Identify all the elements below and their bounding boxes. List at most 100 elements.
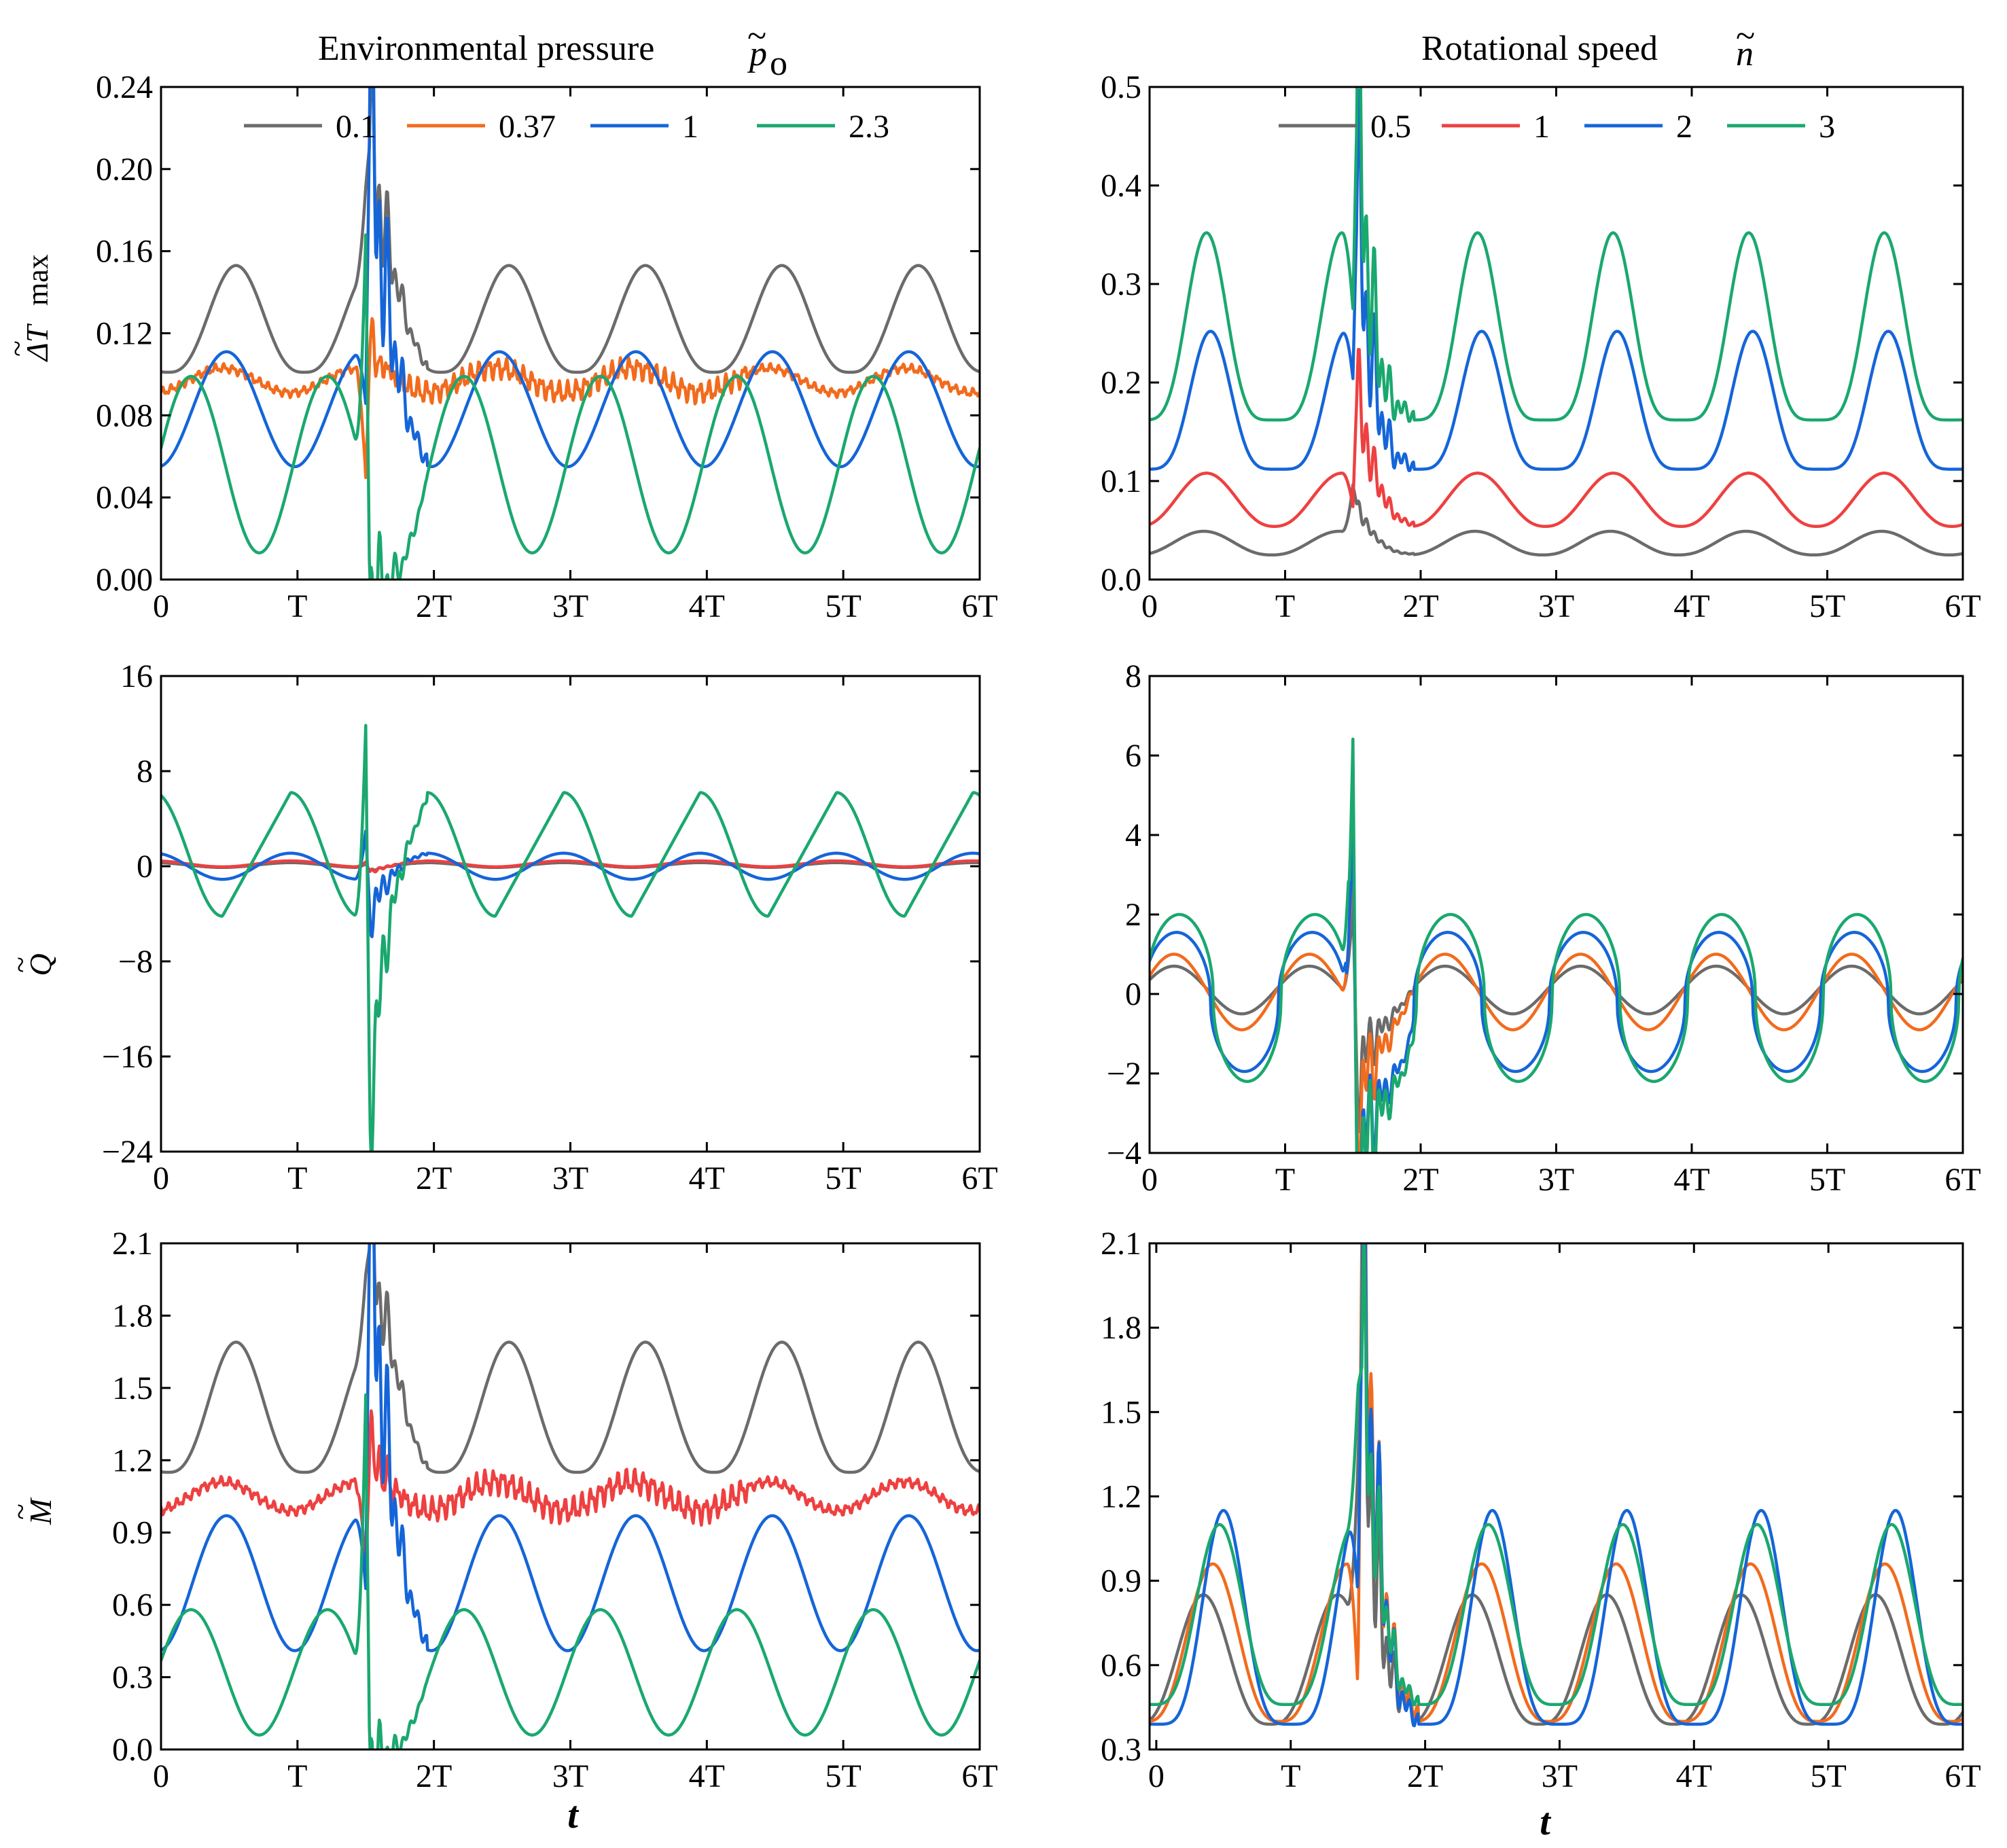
- x-tick-label: 6T: [961, 1758, 997, 1794]
- y-tick-label: 6: [1125, 738, 1141, 774]
- y-tick-label: 0.3: [1101, 1732, 1141, 1768]
- right-column-title-tilde: ~: [1736, 17, 1755, 56]
- plot-frame: [160, 675, 981, 1153]
- x-tick-label: 0: [1148, 1758, 1165, 1794]
- panel-pressure-m: 0 T 2T 3T 4T 5T 6T 0.0 0.3 0.6 0.9 1.2 1.5 1.8 2.1: [112, 1226, 998, 1794]
- series-group: [161, 87, 980, 580]
- series-line-2-3: [161, 233, 980, 580]
- ylabel-q-main: Q: [23, 953, 58, 976]
- series-line-1: [1150, 348, 1963, 528]
- y-tick-label: 0.0: [1101, 562, 1141, 598]
- series-line-0-1: [161, 861, 980, 872]
- legend-label: 1: [1533, 109, 1550, 145]
- y-tick-label: 0.24: [96, 69, 153, 105]
- panel-speed-q: 0 T 2T 3T 4T 5T 6T −4 −2 0 2 4 6 8: [1107, 658, 1981, 1198]
- y-tick-label: 1.2: [1101, 1479, 1141, 1515]
- series-line-3: [1150, 1243, 1963, 1707]
- left-column-title-text: Environmental pressure: [318, 29, 654, 68]
- y-tick-label: 2: [1125, 897, 1141, 933]
- x-tick-label: 3T: [1538, 1162, 1574, 1198]
- series-line-1: [161, 87, 980, 469]
- x-tick-label: 5T: [825, 588, 862, 624]
- ylabel-q-tilde: ~: [4, 957, 37, 973]
- legend-label: 0.37: [499, 109, 556, 145]
- y-tick-label: 0: [137, 849, 153, 885]
- ylabel-delta-t-tilde: ~: [1, 340, 34, 357]
- x-tick-label: 0: [153, 1160, 169, 1196]
- series-line-0-1: [161, 87, 980, 374]
- series-line-0-5: [1150, 483, 1963, 557]
- ylabel-delta-t: ΔT max ~: [1, 254, 54, 362]
- ylabel-m-main: M: [23, 1497, 58, 1525]
- x-tick-label: 2T: [1407, 1758, 1443, 1794]
- y-tick-label: 0.9: [112, 1515, 153, 1551]
- series-line-1: [161, 830, 980, 938]
- left-column-title-subscript: o: [770, 44, 787, 83]
- x-tick-label: 2T: [416, 1160, 452, 1196]
- x-tick-label: T: [287, 1160, 307, 1196]
- x-tick-label: 6T: [961, 588, 997, 624]
- y-tick-label: 16: [120, 658, 153, 694]
- series-line-0-1: [161, 1243, 980, 1474]
- x-tick-label: 0: [153, 1758, 169, 1794]
- y-tick-label: 0.2: [1101, 365, 1141, 401]
- right-column-title-text: Rotational speed: [1421, 29, 1658, 68]
- y-tick-label: 1.2: [112, 1442, 153, 1478]
- x-tick-label: 4T: [689, 1160, 725, 1196]
- x-tick-label: 6T: [1944, 588, 1981, 624]
- x-tick-label: T: [287, 588, 307, 624]
- series-group: [161, 724, 980, 1152]
- y-tick-label: −4: [1107, 1135, 1141, 1171]
- x-tick-label: 2T: [416, 588, 452, 624]
- y-tick-label: 1.5: [112, 1370, 153, 1406]
- panel-pressure-q: 0 T 2T 3T 4T 5T 6T −24 −16 −8 0 8 16: [102, 658, 998, 1196]
- ylabel-q: Q ~: [4, 953, 58, 976]
- y-tick-label: 0.0: [112, 1732, 153, 1768]
- y-tick-label: 4: [1125, 817, 1141, 853]
- y-tick-label: 0.00: [96, 562, 153, 598]
- legend-label: 0.1: [336, 109, 376, 145]
- x-tick-label: 3T: [552, 1160, 588, 1196]
- x-tick-label: 3T: [552, 588, 588, 624]
- series-group: [1150, 737, 1963, 1153]
- y-tick-label: 1.8: [1101, 1310, 1141, 1346]
- y-tick-label: 0.1: [1101, 463, 1141, 499]
- plot-frame: [1148, 675, 1964, 1154]
- y-tick-label: −8: [118, 944, 153, 980]
- left-column-title-symbol: p: [747, 35, 767, 73]
- x-tick-label: 0: [1141, 588, 1158, 624]
- x-axis-label-left: t: [567, 1794, 579, 1836]
- panel-speed-m: 0 T 2T 3T 4T 5T 6T 0.3 0.6 0.9 1.2 1.5 1.8 2.1: [1101, 1226, 1981, 1794]
- y-tick-label: −2: [1107, 1056, 1141, 1092]
- left-column-title: Environmental pressure ~ p o: [318, 17, 787, 83]
- x-tick-label: 0: [1141, 1162, 1158, 1198]
- x-tick-label: 6T: [961, 1160, 997, 1196]
- x-tick-label: T: [1275, 588, 1295, 624]
- legend-label: 3: [1819, 109, 1835, 145]
- y-tick-label: 1.8: [112, 1298, 153, 1334]
- x-tick-label: 5T: [825, 1160, 862, 1196]
- y-tick-label: 0.16: [96, 234, 153, 270]
- x-tick-label: 6T: [1944, 1162, 1981, 1198]
- x-tick-label: 2T: [1402, 1162, 1438, 1198]
- ylabel-delta-t-suffix: max: [21, 254, 54, 306]
- series-line-0-5: [1150, 899, 1963, 1133]
- y-tick-label: 1.5: [1101, 1394, 1141, 1430]
- series-line-2: [1150, 88, 1963, 472]
- y-tick-label: −24: [102, 1134, 153, 1170]
- y-tick-label: 0.20: [96, 152, 153, 188]
- y-tick-label: 2.1: [112, 1226, 153, 1262]
- x-tick-label: 3T: [1542, 1758, 1578, 1794]
- y-tick-label: 0.6: [112, 1587, 153, 1623]
- x-tick-label: 5T: [1809, 1162, 1845, 1198]
- plot-frame: [160, 1242, 981, 1751]
- x-tick-label: T: [1275, 1162, 1295, 1198]
- series-group: [161, 1243, 980, 1749]
- y-tick-label: 0.4: [1101, 168, 1141, 204]
- y-tick-label: 0.3: [1101, 266, 1141, 302]
- y-tick-label: 0.3: [112, 1660, 153, 1696]
- legend-label: 2.3: [849, 109, 889, 145]
- ylabel-m: M ~: [4, 1497, 58, 1525]
- series-line-0-37: [161, 317, 980, 480]
